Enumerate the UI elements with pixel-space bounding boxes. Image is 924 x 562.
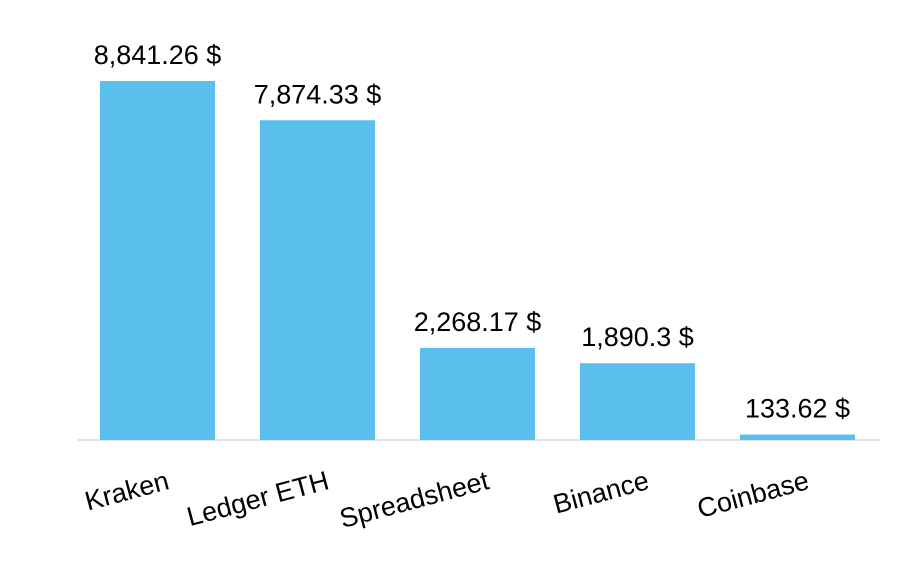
value-label: 8,841.26 $ (94, 40, 222, 70)
value-label: 2,268.17 $ (414, 307, 542, 337)
category-label: Spreadsheet (336, 465, 492, 534)
category-label: Kraken (82, 465, 172, 516)
category-labels-group: Kraken Ledger ETH Spreadsheet Binance Coinba… (82, 465, 812, 534)
value-label: 1,890.3 $ (581, 322, 694, 352)
category-label: Binance (550, 465, 652, 519)
category-label: Coinbase (694, 465, 812, 524)
category-label: Ledger ETH (184, 465, 332, 532)
value-label: 133.62 $ (745, 394, 850, 424)
bar-spreadsheet (420, 347, 535, 440)
bar-ledger-eth (260, 120, 375, 440)
bar-binance (580, 363, 695, 440)
bar-coinbase (740, 434, 855, 440)
value-label: 7,874.33 $ (254, 79, 382, 109)
bars-group (100, 81, 855, 440)
value-labels-group: 8,841.26 $ 7,874.33 $ 2,268.17 $ 1,890.3 $ 1… (94, 40, 850, 424)
bar-kraken (100, 81, 215, 440)
